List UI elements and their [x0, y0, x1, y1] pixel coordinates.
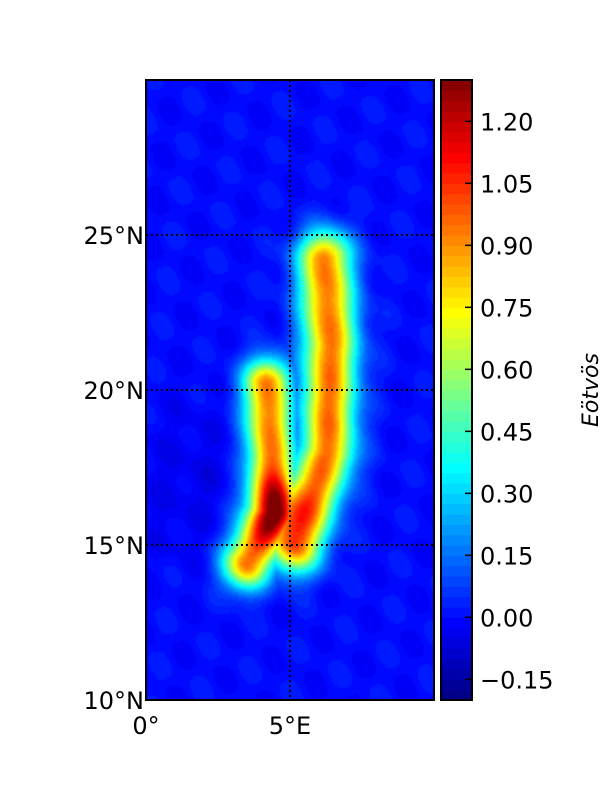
colorbar-band: [441, 441, 472, 453]
colorbar-band: [441, 224, 472, 236]
colorbar-band: [441, 689, 472, 701]
colorbar-band: [441, 379, 472, 391]
colorbar-band: [441, 111, 472, 122]
colorbar-tick-label: 0.30: [480, 480, 533, 508]
colorbar-tick-label: 1.05: [480, 170, 533, 198]
colorbar-band: [441, 472, 472, 484]
colorbar-band: [441, 390, 472, 401]
colorbar-band: [441, 648, 472, 660]
latitude-labels: 10°N 15°N 20°N 25°N: [84, 222, 145, 715]
colorbar-tick-label: 0.90: [480, 232, 533, 260]
colorbar-band: [441, 534, 472, 546]
colorbar-frame: [440, 79, 473, 701]
colorbar-band: [441, 431, 472, 443]
colorbar-band: [441, 421, 472, 432]
colorbar-band: [441, 255, 472, 267]
colorbar-band: [441, 679, 472, 691]
colorbar-tick-label: 0.45: [480, 418, 533, 446]
colorbar-band: [441, 90, 472, 102]
colorbar-band: [441, 410, 472, 422]
longitude-tick-label: 5°E: [269, 712, 311, 740]
colorbar-band: [441, 142, 472, 153]
colorbar-band: [441, 658, 472, 670]
colorbar-band: [441, 669, 472, 680]
colorbar-band: [441, 596, 472, 608]
colorbar-band: [441, 297, 472, 308]
latitude-tick-label: 15°N: [84, 532, 145, 560]
colorbar-band: [441, 524, 472, 536]
latitude-tick-label: 20°N: [84, 377, 145, 405]
colorbar-tick-label: 1.20: [480, 108, 533, 136]
longitude-labels: 0° 5°E: [132, 712, 311, 740]
colorbar-tick-label: 0.15: [480, 542, 533, 570]
colorbar-band: [441, 617, 472, 629]
colorbar-ticks: −0.15 0.00 0.15 0.30 0.45 0.60 0.75 0.90 1.05 1.2…: [465, 108, 554, 694]
colorbar-band: [441, 276, 472, 288]
colorbar-band: [441, 338, 472, 350]
colorbar-tick-label: −0.15: [480, 666, 554, 694]
colorbar-band: [441, 214, 472, 226]
colorbar-band: [441, 545, 472, 556]
colorbar-band: [441, 369, 472, 381]
colorbar-band: [441, 183, 472, 195]
colorbar-band: [441, 317, 472, 329]
colorbar-band: [441, 576, 472, 587]
colorbar-band: [441, 100, 472, 112]
colorbar-band: [441, 80, 472, 91]
colorbar-band: [441, 586, 472, 598]
colorbar-label: Eötvös: [579, 353, 600, 427]
colorbar-band: [441, 483, 472, 494]
colorbar-band: [441, 359, 472, 370]
colorbar-tick-label: 0.00: [480, 604, 533, 632]
colorbar-band: [441, 121, 472, 133]
latitude-tick-label: 10°N: [84, 687, 145, 715]
colorbar-band: [441, 565, 472, 577]
colorbar-band: [441, 173, 472, 184]
colorbar-band: [441, 245, 472, 257]
colorbar-band: [441, 204, 472, 215]
colorbar: −0.15 0.00 0.15 0.30 0.45 0.60 0.75 0.90 1.05 1.2…: [440, 79, 600, 701]
colorbar-band: [441, 131, 472, 143]
latitude-tick-label: 25°N: [84, 222, 145, 250]
colorbar-tick-label: 0.75: [480, 294, 533, 322]
colorbar-band: [441, 638, 472, 649]
colorbar-band: [441, 503, 472, 515]
colorbar-band: [441, 452, 472, 463]
colorbar-band: [441, 627, 472, 639]
map-frame: [145, 79, 435, 701]
colorbar-band: [441, 400, 472, 412]
colorbar-band: [441, 286, 472, 298]
graticule: [146, 80, 434, 700]
colorbar-band: [441, 328, 472, 339]
colorbar-band: [441, 162, 472, 174]
colorbar-band: [441, 235, 472, 246]
colorbar-band: [441, 348, 472, 360]
colorbar-band: [441, 462, 472, 474]
colorbar-band: [441, 307, 472, 319]
longitude-tick-label: 0°: [132, 712, 159, 740]
colorbar-band: [441, 266, 472, 277]
colorbar-band: [441, 193, 472, 205]
colorbar-band: [441, 555, 472, 567]
colorbar-bands: [441, 80, 472, 701]
colorbar-band: [441, 607, 472, 618]
colorbar-band: [441, 152, 472, 164]
colorbar-tick-label: 0.60: [480, 356, 533, 384]
colorbar-band: [441, 514, 472, 525]
colorbar-band: [441, 493, 472, 505]
